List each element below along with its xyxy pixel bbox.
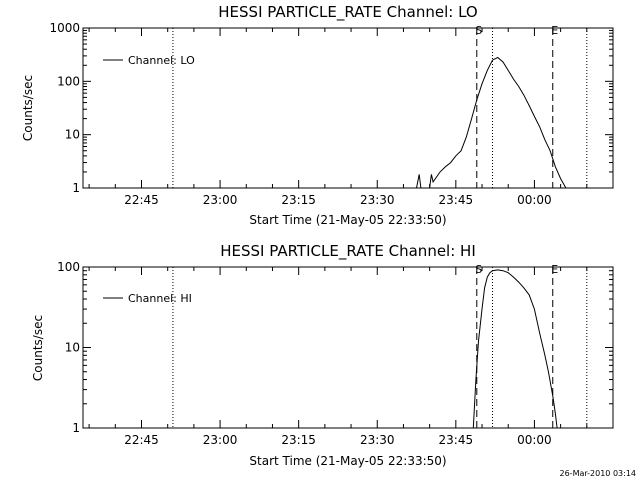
x-tick-label-lo: 23:15 <box>281 193 316 207</box>
series-line-lo <box>416 56 567 189</box>
x-tick-label-lo: 23:00 <box>203 193 238 207</box>
y-tick-label-lo: 10 <box>65 128 80 142</box>
timestamp: 26-Mar-2010 03:14 <box>560 469 637 478</box>
x-tick-label-lo: 23:30 <box>360 193 395 207</box>
x-tick-label-lo: 22:45 <box>124 193 159 207</box>
y-axis-label-hi: Counts/sec <box>31 315 45 381</box>
y-tick-label-lo: 100 <box>57 74 80 88</box>
legend-hi: Channel: HI <box>103 292 192 305</box>
legend-label-hi: Channel: HI <box>128 292 192 305</box>
marker-label-e-hi: E <box>551 263 558 276</box>
y-tick-label-hi: 1 <box>72 421 80 435</box>
legend-label-lo: Channel: LO <box>128 54 195 67</box>
x-axis-label-hi: Start Time (21-May-05 22:33:50) <box>249 454 446 468</box>
x-tick-label-hi: 23:30 <box>360 433 395 447</box>
x-tick-label-hi: 23:00 <box>203 433 238 447</box>
x-axis-label-lo: Start Time (21-May-05 22:33:50) <box>249 213 446 227</box>
marker-label-s-hi: S <box>475 263 482 276</box>
y-ticks-hi: 1 10 100 <box>57 260 613 435</box>
chart-title-hi: HESSI PARTICLE_RATE Channel: HI <box>220 242 476 261</box>
x-tick-label-hi: 22:45 <box>124 433 159 447</box>
x-tick-label-hi: 00:00 <box>517 433 552 447</box>
y-tick-label-lo: 1000 <box>49 21 80 35</box>
x-tick-label-lo: 23:45 <box>439 193 474 207</box>
panel-lo: HESSI PARTICLE_RATE Channel: LO 1 10 100 10… <box>21 3 614 227</box>
y-tick-label-hi: 10 <box>65 341 80 355</box>
panel-hi: HESSI PARTICLE_RATE Channel: HI 1 10 100 2… <box>31 242 614 468</box>
chart-title-lo: HESSI PARTICLE_RATE Channel: LO <box>218 3 477 22</box>
marker-label-s-lo: S <box>475 24 482 37</box>
plot-frame-lo <box>82 27 614 189</box>
x-tick-label-hi: 23:15 <box>281 433 316 447</box>
x-ticks-lo: 22:45 23:00 23:15 23:30 23:45 00:00 <box>88 28 588 207</box>
legend-lo: Channel: LO <box>103 54 195 67</box>
x-tick-label-hi: 23:45 <box>439 433 474 447</box>
y-tick-label-lo: 1 <box>72 181 80 195</box>
y-axis-label-lo: Counts/sec <box>21 75 35 141</box>
y-tick-label-hi: 100 <box>57 260 80 274</box>
series-line-hi <box>472 269 558 429</box>
x-tick-label-lo: 00:00 <box>517 193 552 207</box>
x-ticks-hi: 22:45 23:00 23:15 23:30 23:45 00:00 <box>88 267 588 447</box>
marker-label-e-lo: E <box>551 24 558 37</box>
y-ticks-lo: 1 10 100 1000 <box>49 21 613 195</box>
